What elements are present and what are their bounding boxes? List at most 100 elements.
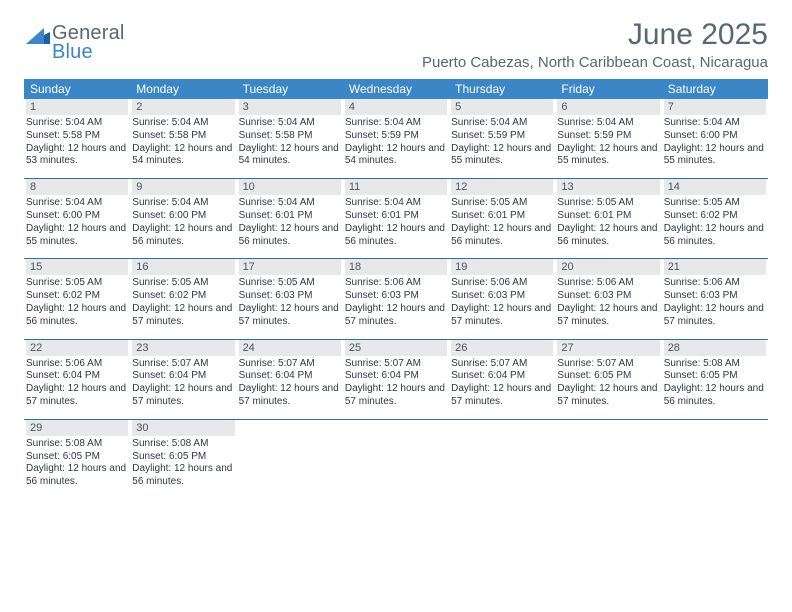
sunrise-line: Sunrise: 5:06 AM: [451, 277, 553, 290]
calendar-cell: 28Sunrise: 5:08 AMSunset: 6:05 PMDayligh…: [662, 339, 768, 419]
sunset-line: Sunset: 6:01 PM: [345, 210, 447, 223]
day-content: 2Sunrise: 5:04 AMSunset: 5:58 PMDaylight…: [130, 99, 236, 178]
daylight-line: Daylight: 12 hours and 56 minutes.: [26, 463, 128, 489]
sunset-line: Sunset: 6:05 PM: [557, 370, 659, 383]
sunset-line: Sunset: 6:03 PM: [557, 290, 659, 303]
day-content: 15Sunrise: 5:05 AMSunset: 6:02 PMDayligh…: [24, 259, 130, 338]
sunrise-line: Sunrise: 5:05 AM: [557, 197, 659, 210]
sunrise-line: Sunrise: 5:04 AM: [132, 117, 234, 130]
calendar-cell: 16Sunrise: 5:05 AMSunset: 6:02 PMDayligh…: [130, 259, 236, 339]
calendar-cell: 6Sunrise: 5:04 AMSunset: 5:59 PMDaylight…: [555, 99, 661, 179]
day-content: 21Sunrise: 5:06 AMSunset: 6:03 PMDayligh…: [662, 259, 768, 338]
calendar-cell: [662, 419, 768, 499]
daylight-line: Daylight: 12 hours and 57 minutes.: [451, 303, 553, 329]
daylight-line: Daylight: 12 hours and 56 minutes.: [132, 463, 234, 489]
sunset-line: Sunset: 6:04 PM: [345, 370, 447, 383]
day-number: 13: [557, 179, 659, 195]
daylight-line: Daylight: 12 hours and 55 minutes.: [664, 143, 766, 169]
sunrise-line: Sunrise: 5:07 AM: [557, 358, 659, 371]
day-content: 14Sunrise: 5:05 AMSunset: 6:02 PMDayligh…: [662, 179, 768, 258]
day-number: 15: [26, 259, 128, 275]
daylight-line: Daylight: 12 hours and 57 minutes.: [557, 303, 659, 329]
day-number: 19: [451, 259, 553, 275]
day-number: 8: [26, 179, 128, 195]
calendar-cell: 17Sunrise: 5:05 AMSunset: 6:03 PMDayligh…: [237, 259, 343, 339]
day-content: 6Sunrise: 5:04 AMSunset: 5:59 PMDaylight…: [555, 99, 661, 178]
sunset-line: Sunset: 6:03 PM: [239, 290, 341, 303]
day-content: 28Sunrise: 5:08 AMSunset: 6:05 PMDayligh…: [662, 340, 768, 419]
sunset-line: Sunset: 6:04 PM: [132, 370, 234, 383]
weekday-header: Friday: [555, 79, 661, 99]
sunrise-line: Sunrise: 5:06 AM: [664, 277, 766, 290]
sunset-line: Sunset: 5:59 PM: [451, 130, 553, 143]
sunset-line: Sunset: 6:03 PM: [345, 290, 447, 303]
day-number: 3: [239, 99, 341, 115]
daylight-line: Daylight: 12 hours and 57 minutes.: [345, 383, 447, 409]
sunrise-line: Sunrise: 5:07 AM: [345, 358, 447, 371]
empty-cell: [237, 420, 343, 494]
day-number: 7: [664, 99, 766, 115]
daylight-line: Daylight: 12 hours and 55 minutes.: [451, 143, 553, 169]
day-number: 12: [451, 179, 553, 195]
calendar-cell: 12 Sunrise: 5:05 AMSunset: 6:01 PMDayligh…: [449, 179, 555, 259]
sunset-line: Sunset: 5:58 PM: [239, 130, 341, 143]
header: General Blue June 2025 Puerto Cabezas, N…: [24, 18, 768, 71]
logo-mark-icon: [26, 28, 50, 49]
sunrise-line: Sunrise: 5:05 AM: [132, 277, 234, 290]
day-content: 12 Sunrise: 5:05 AMSunset: 6:01 PMDayligh…: [449, 179, 555, 258]
calendar-cell: [343, 419, 449, 499]
sunset-line: Sunset: 6:04 PM: [451, 370, 553, 383]
calendar-cell: 3Sunrise: 5:04 AMSunset: 5:58 PMDaylight…: [237, 99, 343, 179]
day-content: 1Sunrise: 5:04 AMSunset: 5:58 PMDaylight…: [24, 99, 130, 178]
day-content: 3Sunrise: 5:04 AMSunset: 5:58 PMDaylight…: [237, 99, 343, 178]
day-content: 13Sunrise: 5:05 AMSunset: 6:01 PMDayligh…: [555, 179, 661, 258]
daylight-line: Daylight: 12 hours and 56 minutes.: [132, 223, 234, 249]
calendar-cell: 24Sunrise: 5:07 AMSunset: 6:04 PMDayligh…: [237, 339, 343, 419]
sunset-line: Sunset: 6:00 PM: [26, 210, 128, 223]
sunset-line: Sunset: 6:05 PM: [26, 451, 128, 464]
calendar-cell: 5Sunrise: 5:04 AMSunset: 5:59 PMDaylight…: [449, 99, 555, 179]
daylight-line: Daylight: 12 hours and 56 minutes.: [664, 383, 766, 409]
sunrise-line: Sunrise: 5:06 AM: [26, 358, 128, 371]
day-number: 2: [132, 99, 234, 115]
calendar-cell: [449, 419, 555, 499]
sunset-line: Sunset: 5:59 PM: [557, 130, 659, 143]
day-content: 4Sunrise: 5:04 AMSunset: 5:59 PMDaylight…: [343, 99, 449, 178]
day-content: 30Sunrise: 5:08 AMSunset: 6:05 PMDayligh…: [130, 420, 236, 499]
day-number: 20: [557, 259, 659, 275]
sunset-line: Sunset: 6:03 PM: [664, 290, 766, 303]
empty-cell: [662, 420, 768, 494]
day-number: 11: [345, 179, 447, 195]
day-number: 26: [451, 340, 553, 356]
day-content: 17Sunrise: 5:05 AMSunset: 6:03 PMDayligh…: [237, 259, 343, 338]
sunrise-line: Sunrise: 5:05 AM: [451, 197, 553, 210]
sunrise-line: Sunrise: 5:05 AM: [664, 197, 766, 210]
calendar-row: 8Sunrise: 5:04 AMSunset: 6:00 PMDaylight…: [24, 179, 768, 259]
sunset-line: Sunset: 6:00 PM: [132, 210, 234, 223]
daylight-line: Daylight: 12 hours and 57 minutes.: [132, 303, 234, 329]
day-number: 27: [557, 340, 659, 356]
sunset-line: Sunset: 6:01 PM: [451, 210, 553, 223]
calendar-header-row: Sunday Monday Tuesday Wednesday Thursday…: [24, 79, 768, 99]
calendar-cell: 26Sunrise: 5:07 AMSunset: 6:04 PMDayligh…: [449, 339, 555, 419]
weekday-header: Wednesday: [343, 79, 449, 99]
sunrise-line: Sunrise: 5:04 AM: [451, 117, 553, 130]
calendar-cell: 27Sunrise: 5:07 AMSunset: 6:05 PMDayligh…: [555, 339, 661, 419]
day-content: 8Sunrise: 5:04 AMSunset: 6:00 PMDaylight…: [24, 179, 130, 258]
daylight-line: Daylight: 12 hours and 56 minutes.: [451, 223, 553, 249]
empty-cell: [449, 420, 555, 494]
calendar-cell: 23Sunrise: 5:07 AMSunset: 6:04 PMDayligh…: [130, 339, 236, 419]
logo: General Blue: [24, 18, 125, 62]
day-content: 27Sunrise: 5:07 AMSunset: 6:05 PMDayligh…: [555, 340, 661, 419]
sunrise-line: Sunrise: 5:07 AM: [451, 358, 553, 371]
calendar-cell: [555, 419, 661, 499]
sunrise-line: Sunrise: 5:04 AM: [26, 197, 128, 210]
sunrise-line: Sunrise: 5:04 AM: [557, 117, 659, 130]
empty-cell: [343, 420, 449, 494]
sunrise-line: Sunrise: 5:07 AM: [132, 358, 234, 371]
day-number: 28: [664, 340, 766, 356]
calendar-cell: 10Sunrise: 5:04 AMSunset: 6:01 PMDayligh…: [237, 179, 343, 259]
sunset-line: Sunset: 6:03 PM: [451, 290, 553, 303]
calendar-cell: 4Sunrise: 5:04 AMSunset: 5:59 PMDaylight…: [343, 99, 449, 179]
daylight-line: Daylight: 12 hours and 53 minutes.: [26, 143, 128, 169]
